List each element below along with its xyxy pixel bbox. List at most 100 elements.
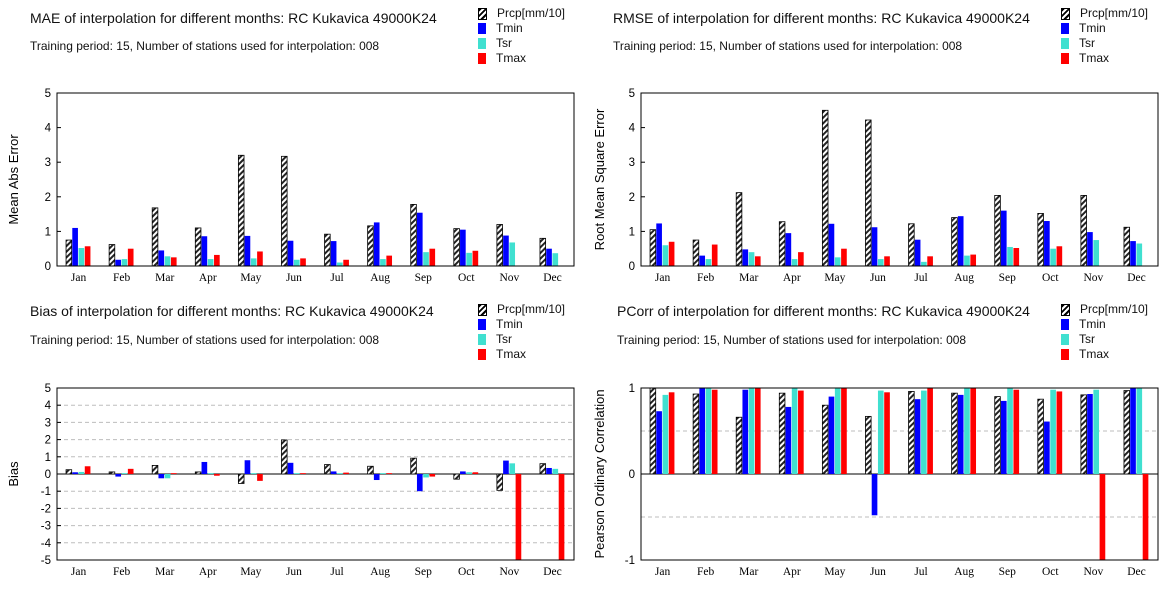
bar-tsr-may (834, 388, 841, 474)
bar-tsr-sep (423, 252, 429, 266)
legend-label-tmin: Tmin (496, 21, 523, 35)
bar-prcp-dec (1123, 226, 1131, 267)
bar-prcp-feb (108, 244, 116, 267)
bar-tmin-apr (201, 236, 208, 266)
bar-tmin-oct (1044, 221, 1050, 266)
bar-tmax-jul (927, 388, 933, 474)
x-tick-label: May (824, 566, 845, 578)
bar-tmax-jan (668, 392, 675, 474)
y-tick-label: -1 (625, 555, 635, 567)
bar-tmax-aug (386, 255, 393, 266)
bar-prcp-mar (151, 464, 159, 475)
bar-tsr-may (250, 258, 257, 266)
x-tick-label: Aug (954, 566, 974, 578)
bar-tsr-dec (1136, 388, 1143, 474)
x-tick-label: Feb (697, 566, 715, 578)
bar-tmax-feb (127, 468, 134, 474)
x-tick-label: Apr (199, 566, 217, 578)
y-tick-label: 0 (45, 261, 51, 273)
legend-label-tmin: Tmin (496, 317, 523, 331)
y-tick-label: 1 (45, 226, 51, 238)
bar-tmax-sep (429, 248, 436, 266)
bar-prcp-feb (692, 393, 700, 475)
legend-item-prcp: Prcp[mm/10] (478, 6, 565, 21)
tmax-swatch (478, 349, 486, 360)
tmin-swatch (478, 319, 486, 330)
bar-tmax-dec (558, 474, 565, 560)
legend-item-tsr: Tsr (478, 36, 565, 51)
bar-tsr-jul (337, 473, 343, 474)
bar-tmin-jun (871, 474, 878, 516)
x-tick-label: Dec (1127, 272, 1146, 284)
x-tick-label: May (240, 566, 261, 578)
tmax-swatch (478, 53, 486, 64)
x-tick-label: Apr (783, 272, 801, 284)
y-tick-label: 1 (45, 452, 51, 464)
x-tick-label: Apr (199, 272, 217, 284)
bar-prcp-jan (649, 387, 657, 475)
bar-tsr-may (834, 257, 841, 266)
bar-tmin-feb (699, 388, 706, 474)
bar-tsr-apr (791, 259, 798, 266)
bar-tmax-aug (970, 388, 977, 474)
bar-tmax-oct (1056, 391, 1063, 474)
bar-tsr-jan (78, 248, 85, 266)
bar-tmin-may (244, 235, 251, 266)
bar-tsr-dec (552, 253, 559, 266)
bar-tmin-sep (1000, 210, 1007, 266)
bar-tmax-jan (668, 241, 675, 266)
bar-tmax-mar (754, 388, 761, 474)
bias-chart: Jan Feb Mar Apr May Jun Jul Aug Sep Oct Nov Dec -5 -4… (6, 383, 575, 578)
x-tick-label: Jul (330, 566, 343, 578)
bar-tsr-feb (121, 473, 128, 474)
bias-panel: Bias of interpolation for different mont… (0, 294, 583, 589)
x-tick-label: Nov (1083, 566, 1103, 578)
x-tick-label: Aug (370, 566, 390, 578)
bar-tsr-jun (293, 473, 300, 474)
y-tick-label: -5 (41, 555, 51, 567)
bar-tmax-may (257, 474, 263, 481)
y-tick-label: 5 (45, 88, 51, 100)
bar-tmax-nov (515, 474, 522, 560)
legend-label-tmin: Tmin (1079, 317, 1106, 331)
bar-tmin-sep (416, 474, 423, 492)
y-axis-label: Mean Abs Error (6, 134, 21, 225)
x-tick-label: Apr (783, 566, 801, 578)
x-tick-label: Nov (499, 566, 519, 578)
bar-tmax-mar (170, 473, 177, 474)
x-tick-label: Nov (1083, 272, 1103, 284)
tsr-swatch (478, 334, 486, 345)
legend-item-tmax: Tmax (478, 347, 565, 362)
bar-tmin-aug (373, 474, 380, 481)
bar-tsr-feb (705, 388, 712, 474)
x-tick-label: Jan (655, 566, 671, 578)
bar-prcp-dec (1123, 390, 1131, 475)
bar-tmin-jun (871, 227, 878, 266)
bar-prcp-jan (649, 229, 657, 267)
bar-tmax-feb (711, 244, 718, 266)
bar-prcp-aug (951, 392, 958, 475)
prcp-swatch (1061, 303, 1070, 316)
y-tick-label: 3 (45, 417, 51, 429)
prcp-swatch (478, 7, 487, 20)
bar-tmin-may (244, 460, 251, 474)
bar-tmin-apr (201, 461, 208, 474)
bar-tmin-sep (416, 212, 423, 266)
bar-prcp-jun (865, 119, 872, 267)
x-tick-label: Oct (458, 272, 475, 284)
x-tick-label: Sep (999, 272, 1017, 284)
x-tick-label: Jun (870, 566, 886, 578)
legend-item-tmin: Tmin (478, 21, 565, 36)
y-tick-label: 0 (45, 469, 51, 481)
bar-tmin-dec (1130, 241, 1136, 266)
x-tick-label: Dec (1127, 566, 1146, 578)
x-tick-label: Jul (330, 272, 343, 284)
bar-prcp-jun (281, 439, 288, 475)
mae-chart: Jan Feb Mar Apr May Jun Jul Aug Sep Oct Nov Dec 0 1 2 3… (6, 88, 575, 284)
y-tick-label: 2 (629, 192, 635, 204)
bar-prcp-may (237, 473, 245, 484)
bar-tmax-aug (970, 254, 977, 266)
bar-tsr-nov (1093, 240, 1100, 266)
legend-item-tmax: Tmax (478, 51, 565, 66)
bar-tmax-feb (127, 248, 134, 266)
